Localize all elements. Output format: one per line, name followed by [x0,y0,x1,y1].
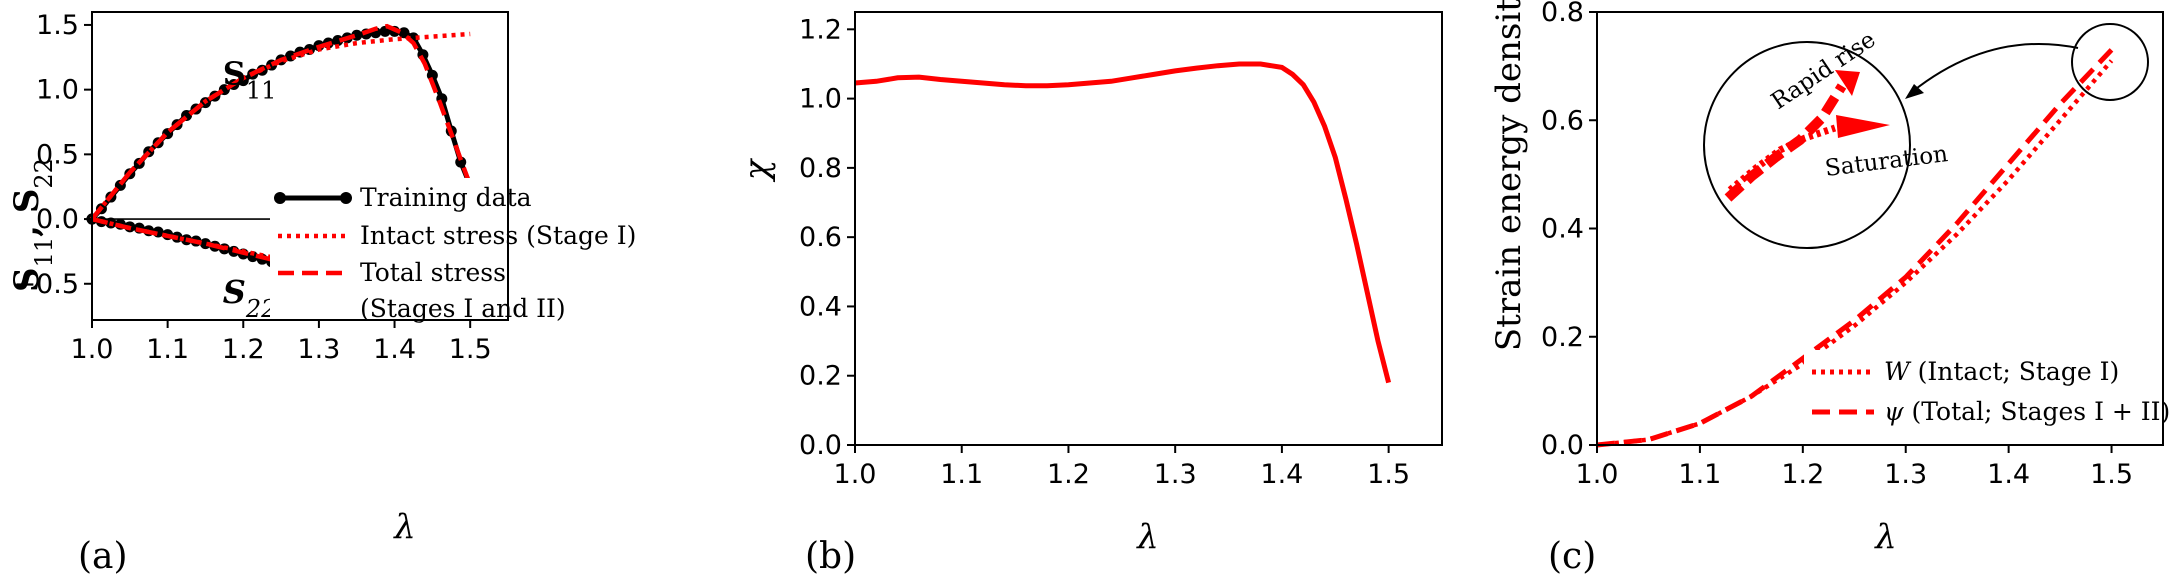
annotation-rapid-rise: Rapid rise [1767,27,1881,115]
x-tick-label: 1.2 [222,334,265,365]
zoom-arrowhead [1905,84,1924,99]
panel-a-ylabel: S11, S22 [7,158,58,292]
x-tick-label: 1.2 [1781,459,1824,490]
training-point [398,27,410,39]
y-tick-label: 1.0 [36,75,79,106]
y-tick-label: −0.5 [13,269,79,300]
legend-background [1804,350,2158,432]
series-w-intact [1596,59,2114,448]
x-tick-label: 1.4 [373,334,416,365]
training-point [332,34,344,46]
zoom-arrow [1911,42,2079,93]
y-tick-label: 1.5 [36,10,79,41]
inset-arrowhead-rise [1835,70,1860,96]
panel-c-ylabel: Strain energy density [1489,0,1529,351]
ylabel-comma: , [7,213,47,237]
plot-frame [91,11,509,321]
legend-label: ψ (Total; Stages I + II) [1884,397,2170,426]
inset-w-curve [1727,124,1837,193]
plot-frame [854,11,1443,446]
legend-symbol: ψ [1884,397,1904,426]
x-tick-label: 1.0 [71,334,114,365]
panel-b-chart: 1.0 1.1 1.2 1.3 1.4 1.5 0.0 0.2 0.4 0.6 0.8 1.0 1.2 [799,11,1443,490]
curve-label-base: S [223,55,246,93]
panel-b-ylabel: χ [737,157,777,182]
y-tick-label: 1.0 [799,84,842,115]
legend-background [270,178,510,323]
x-tick-label: 1.3 [1154,459,1197,490]
annotation-saturation: Saturation [1824,141,1950,182]
zoom-circle-small [2071,23,2149,101]
x-tick-label: 1.1 [146,334,189,365]
y-tick-label: 0.2 [799,361,842,392]
y-tick-label: 0.8 [1541,0,1584,28]
legend-label: Total stress [360,258,506,287]
training-point [455,156,467,168]
x-tick-label: 1.1 [1678,459,1721,490]
inset-psi-curve [1724,83,1847,202]
x-tick-label: 1.3 [297,334,340,365]
legend-symbol: W [1884,357,1912,386]
ylabel-s11-sub: 11 [30,237,58,268]
x-tick-label: 1.5 [449,334,492,365]
y-tick-label: 0.0 [36,204,79,235]
panel-c-label: (c) [1548,536,1596,577]
y-tick-label: 0.5 [36,139,79,170]
zoom-inset-circle [1703,41,1911,249]
legend-label: Training data [360,183,532,212]
inset-arrowhead-saturation [1836,115,1890,138]
legend-text-part: (Total; Stages I + II) [1904,397,2171,426]
legend-swatch-training-dot [274,192,286,204]
training-point [247,251,259,263]
legend-text-part: (Intact; Stage I) [1910,357,2120,386]
series-chi-line [854,61,1392,384]
y-tick-label: 0.6 [799,222,842,253]
panel-b-label: (b) [805,536,856,577]
panel-a-label: (a) [78,536,128,577]
y-tick-label: 0.8 [799,153,842,184]
panel-a-xlabel: λ [392,507,416,547]
y-tick-label: 0.0 [1541,430,1584,461]
legend-label: (Stages I and II) [360,294,566,323]
ylabel-s11-base: S [7,267,47,292]
x-tick-label: 1.5 [1367,459,1410,490]
legend-label: Intact stress (Stage I) [360,221,636,250]
x-tick-label: 1.5 [2090,459,2133,490]
x-tick-label: 1.4 [1260,459,1303,490]
y-tick-label: 0.0 [799,430,842,461]
series-psi-total [1596,48,2114,448]
x-tick-label: 1.0 [1576,459,1619,490]
ylabel-s22-base: S [7,189,47,214]
x-tick-label: 1.0 [834,459,877,490]
ylabel-s22-sub: 22 [30,158,58,189]
legend-swatch-training-dot [340,192,352,204]
y-tick-label: 0.4 [1541,214,1584,245]
y-tick-label: 0.4 [799,291,842,322]
x-tick-label: 1.1 [940,459,983,490]
x-tick-label: 1.4 [1987,459,2030,490]
series-total-s11 [90,23,473,221]
curve-label-s22: S22 [223,273,277,323]
legend-label: W (Intact; Stage I) [1884,357,2119,386]
series-intact-s22 [91,216,471,303]
y-tick-label: 0.2 [1541,322,1584,353]
x-tick-label: 1.3 [1884,459,1927,490]
y-tick-label: 1.2 [799,14,842,45]
panel-c-xlabel: λ [1873,517,1897,557]
curve-label-s11: S11 [223,55,277,105]
panel-b-xlabel: λ [1135,517,1159,557]
curve-label-base: S [223,273,246,311]
y-tick-label: 0.6 [1541,105,1584,136]
curve-label-sub: 11 [246,77,277,105]
x-tick-label: 1.2 [1047,459,1090,490]
